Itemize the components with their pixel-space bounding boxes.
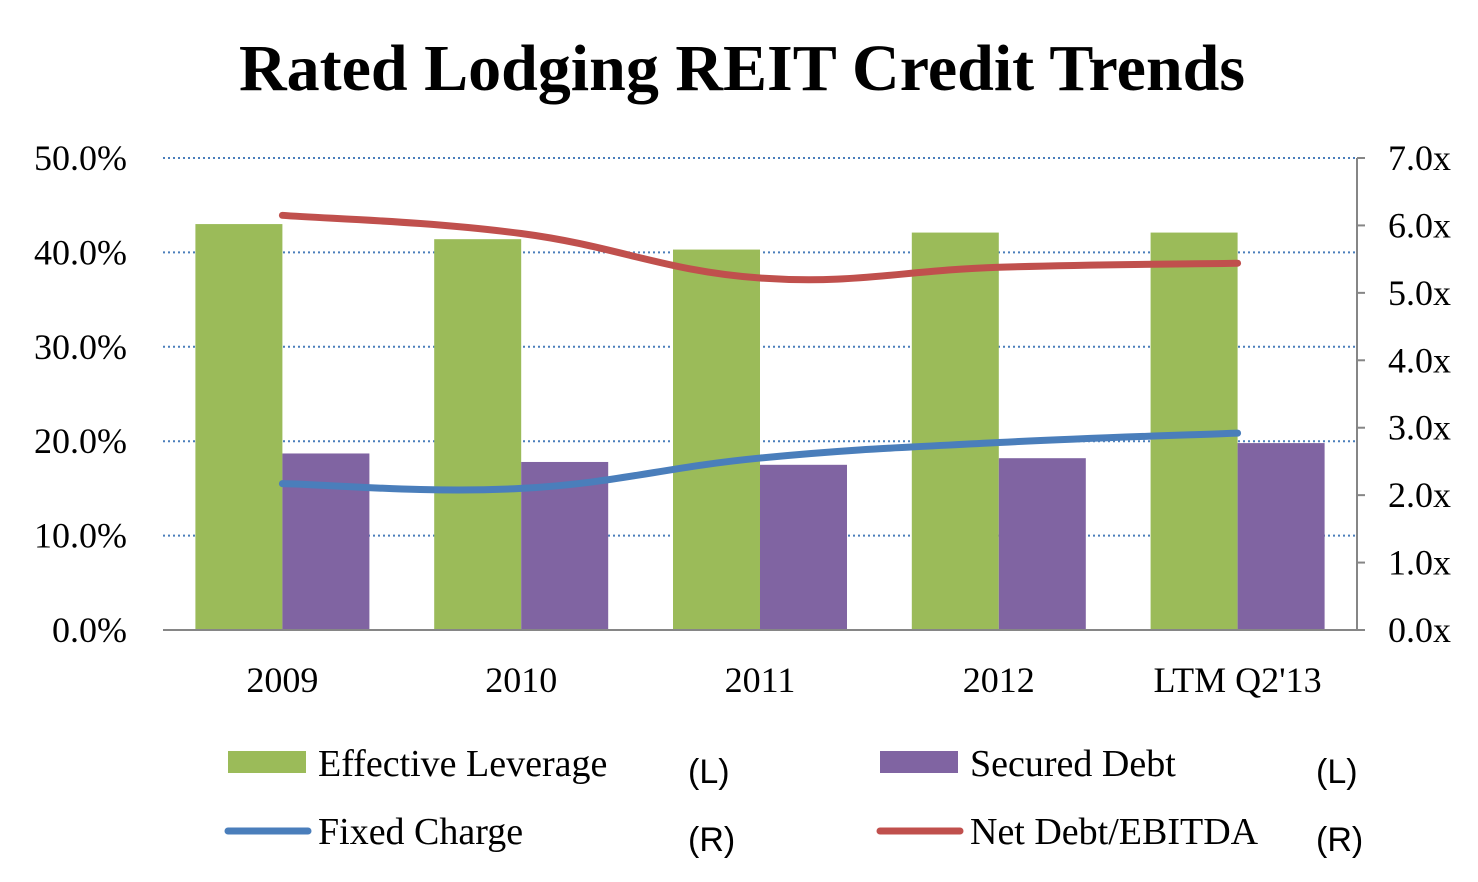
x-tick-label: 2009 (246, 660, 318, 700)
x-tick-label: 2010 (485, 660, 557, 700)
legend-axis-tag: (R) (1316, 821, 1363, 859)
right-tick-label: 5.0x (1388, 273, 1451, 313)
left-tick-label: 30.0% (34, 327, 127, 367)
bar (195, 224, 283, 630)
chart-title: Rated Lodging REIT Credit Trends (239, 32, 1245, 105)
legend-swatch (228, 751, 306, 773)
bar (998, 458, 1086, 630)
left-tick-label: 10.0% (34, 516, 127, 556)
bar (911, 232, 999, 631)
bar (434, 239, 522, 630)
legend-label: Fixed Charge (318, 811, 523, 853)
legend: Effective Leverage (L) Secured Debt (L) Fixe… (224, 743, 1363, 859)
series-line (278, 429, 1242, 494)
right-tick-label: 7.0x (1388, 138, 1451, 178)
right-tick-label: 1.0x (1388, 543, 1451, 583)
right-tick-label: 3.0x (1388, 408, 1451, 448)
legend-swatch (880, 751, 958, 773)
legend-label: Effective Leverage (318, 743, 607, 785)
legend-label: Secured Debt (970, 743, 1176, 785)
x-tick-label: LTM Q2'13 (1154, 660, 1322, 700)
legend-axis-tag: (R) (688, 821, 735, 859)
left-tick-label: 40.0% (34, 232, 127, 272)
bar (282, 453, 370, 630)
right-tick-label: 2.0x (1388, 475, 1451, 515)
legend-axis-tag: (L) (688, 753, 730, 791)
left-tick-label: 50.0% (34, 138, 127, 178)
left-tick-label: 0.0% (52, 610, 127, 650)
right-tick-label: 0.0x (1388, 610, 1451, 650)
left-tick-label: 20.0% (34, 421, 127, 461)
bars (195, 224, 1325, 631)
series-line (278, 211, 1242, 284)
x-tick-label: 2012 (963, 660, 1035, 700)
lines (278, 211, 1242, 494)
bar (760, 464, 847, 630)
x-tick-label: 2011 (725, 660, 796, 700)
bar (1237, 443, 1325, 630)
bar (673, 249, 760, 630)
legend-label: Net Debt/EBITDA (970, 811, 1259, 853)
right-tick-label: 6.0x (1388, 205, 1451, 245)
legend-axis-tag: (L) (1316, 753, 1358, 791)
axes: 0.0% 10.0% 20.0% 30.0% 40.0% 50.0% 0.0x 1.0x 2.0… (34, 138, 1451, 700)
right-tick-label: 4.0x (1388, 340, 1451, 380)
